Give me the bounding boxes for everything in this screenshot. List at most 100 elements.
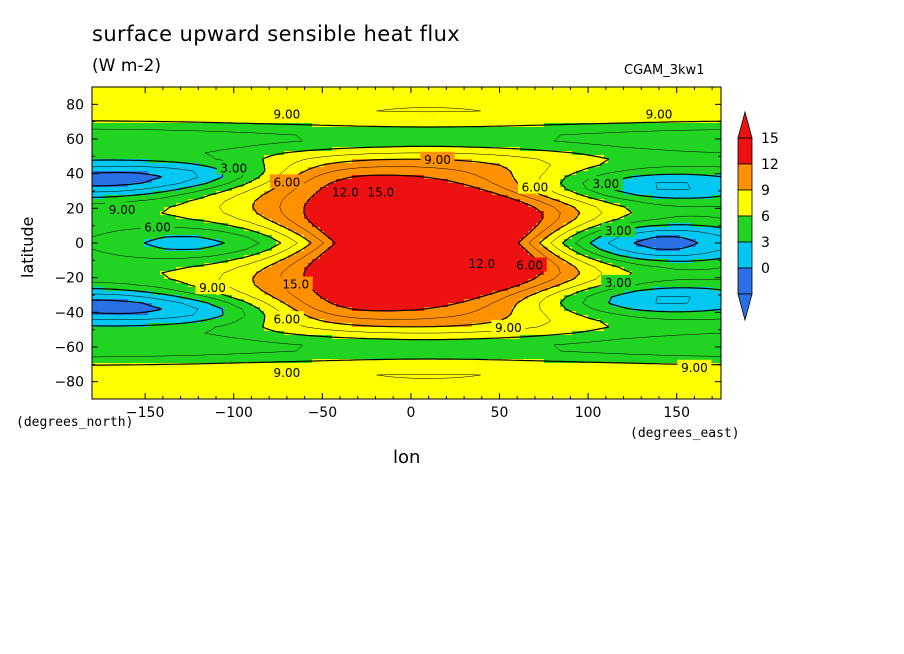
- field-cell: [304, 371, 309, 376]
- field-cell: [272, 119, 277, 124]
- field-cell: [96, 115, 101, 120]
- field-cell: [140, 347, 145, 352]
- field-cell: [232, 135, 237, 140]
- field-cell: [336, 99, 341, 104]
- field-cell: [120, 359, 125, 364]
- field-cell: [184, 283, 189, 288]
- field-cell: [256, 167, 261, 172]
- field-cell: [132, 295, 137, 300]
- field-cell: [216, 247, 221, 252]
- field-cell: [112, 379, 117, 384]
- field-cell: [144, 355, 149, 360]
- field-cell: [184, 103, 189, 108]
- field-cell: [160, 91, 165, 96]
- field-cell: [208, 335, 213, 340]
- field-cell: [208, 187, 213, 192]
- field-cell: [144, 99, 149, 104]
- field-cell: [124, 179, 129, 184]
- field-cell: [112, 147, 117, 152]
- field-cell: [144, 95, 149, 100]
- field-cell: [260, 103, 265, 108]
- field-cell: [128, 327, 133, 332]
- field-cell: [284, 191, 289, 196]
- field-cell: [320, 323, 325, 328]
- field-cell: [232, 95, 237, 100]
- field-cell: [232, 391, 237, 396]
- field-cell: [156, 199, 161, 204]
- field-cell: [148, 319, 153, 324]
- field-cell: [260, 287, 265, 292]
- field-cell: [288, 223, 293, 228]
- field-cell: [264, 303, 269, 308]
- field-cell: [132, 111, 137, 116]
- field-cell: [144, 91, 149, 96]
- field-cell: [240, 311, 245, 316]
- field-cell: [320, 363, 325, 368]
- field-cell: [156, 107, 161, 112]
- field-cell: [212, 99, 217, 104]
- field-cell: [204, 139, 209, 144]
- field-cell: [320, 175, 325, 180]
- field-cell: [272, 87, 277, 92]
- field-cell: [244, 87, 249, 92]
- field-cell: [324, 271, 329, 276]
- field-cell: [264, 199, 269, 204]
- field-cell: [248, 319, 253, 324]
- field-cell: [224, 227, 229, 232]
- field-cell: [168, 243, 173, 248]
- field-cell: [144, 335, 149, 340]
- field-cell: [224, 91, 229, 96]
- field-cell: [308, 395, 313, 399]
- field-cell: [240, 295, 245, 300]
- field-cell: [140, 383, 145, 388]
- field-cell: [260, 295, 265, 300]
- field-cell: [236, 227, 241, 232]
- field-cell: [200, 95, 205, 100]
- field-cell: [300, 151, 305, 156]
- field-cell: [104, 383, 109, 388]
- field-cell: [312, 247, 317, 252]
- field-cell: [188, 387, 193, 392]
- field-cell: [120, 379, 125, 384]
- field-cell: [132, 299, 137, 304]
- field-cell: [336, 275, 341, 280]
- field-cell: [188, 87, 193, 92]
- field-cell: [176, 343, 181, 348]
- field-cell: [332, 95, 337, 100]
- field-cell: [208, 343, 213, 348]
- field-cell: [136, 199, 141, 204]
- field-cell: [172, 187, 177, 192]
- field-cell: [152, 347, 157, 352]
- field-cell: [308, 291, 313, 296]
- field-cell: [288, 95, 293, 100]
- field-cell: [144, 139, 149, 144]
- field-cell: [324, 163, 329, 168]
- field-cell: [164, 303, 169, 308]
- field-cell: [132, 319, 137, 324]
- field-cell: [148, 275, 153, 280]
- field-cell: [164, 347, 169, 352]
- field-cell: [160, 291, 165, 296]
- field-cell: [272, 395, 277, 399]
- field-cell: [104, 387, 109, 392]
- field-cell: [156, 139, 161, 144]
- field-cell: [208, 107, 213, 112]
- field-cell: [312, 159, 317, 164]
- field-cell: [124, 267, 129, 272]
- field-cell: [136, 159, 141, 164]
- field-cell: [264, 379, 269, 384]
- field-cell: [304, 227, 309, 232]
- field-cell: [308, 87, 313, 92]
- field-cell: [176, 151, 181, 156]
- field-cell: [192, 279, 197, 284]
- field-cell: [100, 251, 105, 256]
- field-cell: [148, 251, 153, 256]
- field-cell: [308, 147, 313, 152]
- field-cell: [264, 87, 269, 92]
- field-cell: [100, 259, 105, 264]
- field-cell: [104, 243, 109, 248]
- field-cell: [164, 115, 169, 120]
- field-cell: [192, 99, 197, 104]
- field-cell: [336, 107, 341, 112]
